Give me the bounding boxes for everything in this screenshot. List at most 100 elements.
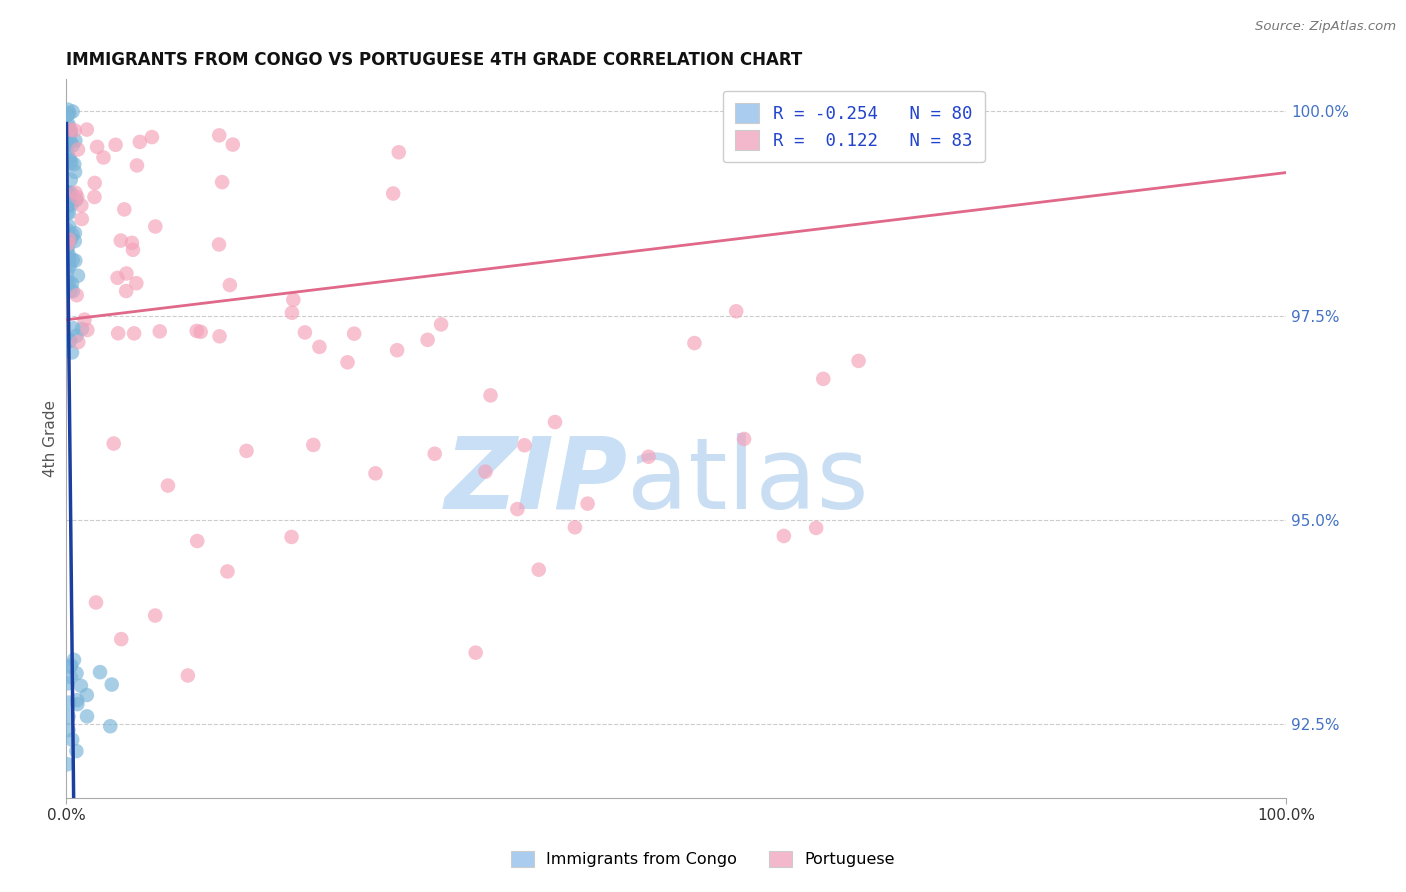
- Point: [65, 744, 87, 758]
- Point: [143, 219, 166, 234]
- Point: [76, 323, 98, 337]
- Point: [177, 668, 200, 682]
- Point: [527, 563, 550, 577]
- Point: [66, 697, 89, 711]
- Point: [804, 521, 827, 535]
- Point: [65, 666, 87, 681]
- Point: [62, 253, 84, 268]
- Point: [294, 326, 316, 340]
- Point: [56, 236, 79, 251]
- Point: [70, 322, 93, 336]
- Point: [218, 278, 240, 293]
- Point: [464, 646, 486, 660]
- Point: [93, 151, 115, 165]
- Point: [149, 324, 172, 338]
- Point: [364, 467, 387, 481]
- Point: [110, 632, 132, 647]
- Point: [59, 334, 82, 348]
- Point: [683, 336, 706, 351]
- Point: [59, 660, 82, 674]
- Point: [60, 277, 83, 291]
- Point: [58, 151, 80, 165]
- Point: [58, 219, 80, 234]
- Point: [56, 186, 79, 200]
- Point: [283, 293, 305, 307]
- Point: [83, 176, 105, 190]
- Point: [65, 134, 87, 148]
- Point: [60, 345, 83, 359]
- Point: [59, 122, 82, 136]
- Point: [63, 234, 86, 248]
- Point: [58, 723, 80, 738]
- Point: [65, 253, 87, 268]
- Y-axis label: 4th Grade: 4th Grade: [44, 400, 58, 477]
- Point: [308, 340, 330, 354]
- Point: [56, 240, 79, 254]
- Point: [59, 153, 82, 168]
- Point: [58, 206, 80, 220]
- Point: [128, 135, 150, 149]
- Point: [208, 237, 231, 252]
- Point: [125, 158, 148, 172]
- Point: [65, 186, 87, 200]
- Point: [122, 243, 145, 257]
- Point: [83, 190, 105, 204]
- Point: [58, 275, 80, 289]
- Point: [63, 157, 86, 171]
- Point: [58, 120, 80, 134]
- Point: [58, 117, 80, 131]
- Point: [56, 757, 79, 772]
- Point: [100, 677, 122, 691]
- Point: [211, 175, 233, 189]
- Point: [59, 134, 82, 148]
- Point: [208, 128, 231, 143]
- Point: [186, 534, 208, 549]
- Point: [208, 329, 231, 343]
- Point: [564, 520, 586, 534]
- Legend: R = -0.254   N = 80, R =  0.122   N = 83: R = -0.254 N = 80, R = 0.122 N = 83: [723, 91, 984, 162]
- Point: [474, 465, 496, 479]
- Point: [55, 194, 77, 209]
- Point: [725, 304, 748, 318]
- Point: [343, 326, 366, 341]
- Point: [110, 234, 132, 248]
- Point: [89, 665, 111, 680]
- Point: [66, 693, 89, 707]
- Point: [56, 107, 79, 121]
- Point: [63, 123, 86, 137]
- Point: [107, 270, 129, 285]
- Point: [55, 200, 77, 214]
- Point: [141, 130, 163, 145]
- Point: [281, 306, 304, 320]
- Point: [58, 259, 80, 273]
- Point: [143, 608, 166, 623]
- Point: [65, 193, 87, 207]
- Point: [63, 653, 86, 667]
- Point: [70, 198, 93, 212]
- Point: [62, 321, 84, 335]
- Point: [388, 145, 411, 160]
- Point: [59, 126, 82, 140]
- Point: [430, 318, 453, 332]
- Point: [59, 125, 82, 139]
- Text: ZIP: ZIP: [444, 433, 627, 530]
- Point: [104, 137, 127, 152]
- Point: [60, 227, 83, 242]
- Point: [479, 388, 502, 402]
- Point: [773, 529, 796, 543]
- Point: [59, 334, 82, 348]
- Point: [76, 709, 98, 723]
- Point: [59, 670, 82, 684]
- Point: [73, 312, 96, 326]
- Point: [121, 235, 143, 250]
- Point: [107, 326, 129, 341]
- Point: [115, 284, 138, 298]
- Point: [59, 135, 82, 149]
- Point: [56, 223, 79, 237]
- Point: [733, 432, 755, 446]
- Point: [56, 206, 79, 220]
- Point: [58, 226, 80, 240]
- Point: [637, 450, 659, 464]
- Point: [112, 202, 135, 217]
- Point: [848, 354, 870, 368]
